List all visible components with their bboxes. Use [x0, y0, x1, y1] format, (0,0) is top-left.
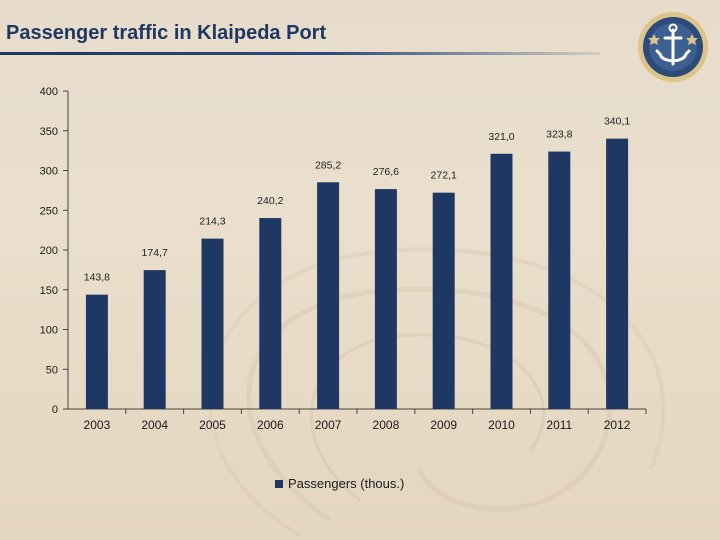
- y-tick-label: 0: [52, 404, 58, 416]
- x-tick-label: 2003: [84, 418, 111, 432]
- bar-2004: [143, 270, 166, 409]
- x-tick-label: 2012: [604, 418, 631, 432]
- bar-2010: [490, 153, 513, 409]
- data-label-2009: 272,1: [431, 170, 457, 182]
- bar-2007: [317, 182, 340, 409]
- page-title: Passenger traffic in Klaipeda Port: [6, 22, 327, 44]
- y-axis: 0 50 100 150 200 250 300 350 400: [40, 86, 69, 416]
- legend-label: Passengers (thous.): [288, 476, 405, 491]
- y-tick-label: 50: [46, 364, 58, 376]
- x-tick-label: 2009: [430, 418, 457, 432]
- y-tick-label: 200: [40, 245, 58, 257]
- x-tick-label: 2011: [546, 418, 572, 432]
- x-tick-label: 2005: [199, 418, 226, 432]
- data-label-2012: 340,1: [604, 116, 630, 128]
- y-tick-label: 350: [40, 126, 58, 138]
- x-tick-label: 2004: [141, 418, 168, 432]
- bar-2011: [548, 151, 571, 410]
- chart-legend: Passengers (thous.): [275, 476, 404, 491]
- data-label-2007: 285,2: [315, 159, 341, 171]
- data-label-2010: 321,0: [488, 131, 514, 143]
- bar-2008: [374, 189, 397, 409]
- data-labels: 143,8 174,7 214,3 240,2 285,2 276,6 272,1 321,0…: [84, 116, 631, 284]
- bar-2009: [432, 192, 455, 409]
- y-tick-label: 150: [40, 285, 58, 297]
- bar-2003: [85, 294, 108, 409]
- bars: [85, 138, 629, 410]
- x-axis: 2003 2004 2005 2006 2007 2008 2009 2010 2011 2012: [68, 408, 647, 432]
- data-label-2006: 240,2: [257, 195, 283, 207]
- y-tick-label: 300: [40, 166, 58, 178]
- y-tick-label: 250: [40, 205, 58, 217]
- data-label-2004: 174,7: [142, 247, 168, 259]
- bar-2005: [201, 238, 224, 409]
- data-label-2003: 143,8: [84, 272, 110, 284]
- x-tick-label: 2010: [488, 418, 515, 432]
- bar-2006: [259, 218, 282, 409]
- data-label-2008: 276,6: [373, 166, 399, 178]
- y-tick-label: 400: [40, 86, 58, 98]
- x-tick-label: 2007: [315, 418, 342, 432]
- klaipeda-port-anchor-logo: [638, 12, 708, 82]
- bar-2012: [606, 138, 629, 410]
- header-divider: [0, 52, 600, 55]
- y-tick-label: 100: [40, 325, 58, 337]
- data-label-2011: 323,8: [546, 129, 572, 141]
- data-label-2005: 214,3: [199, 216, 225, 228]
- x-tick-label: 2008: [373, 418, 400, 432]
- legend-swatch: [275, 479, 283, 488]
- x-tick-label: 2006: [257, 418, 284, 432]
